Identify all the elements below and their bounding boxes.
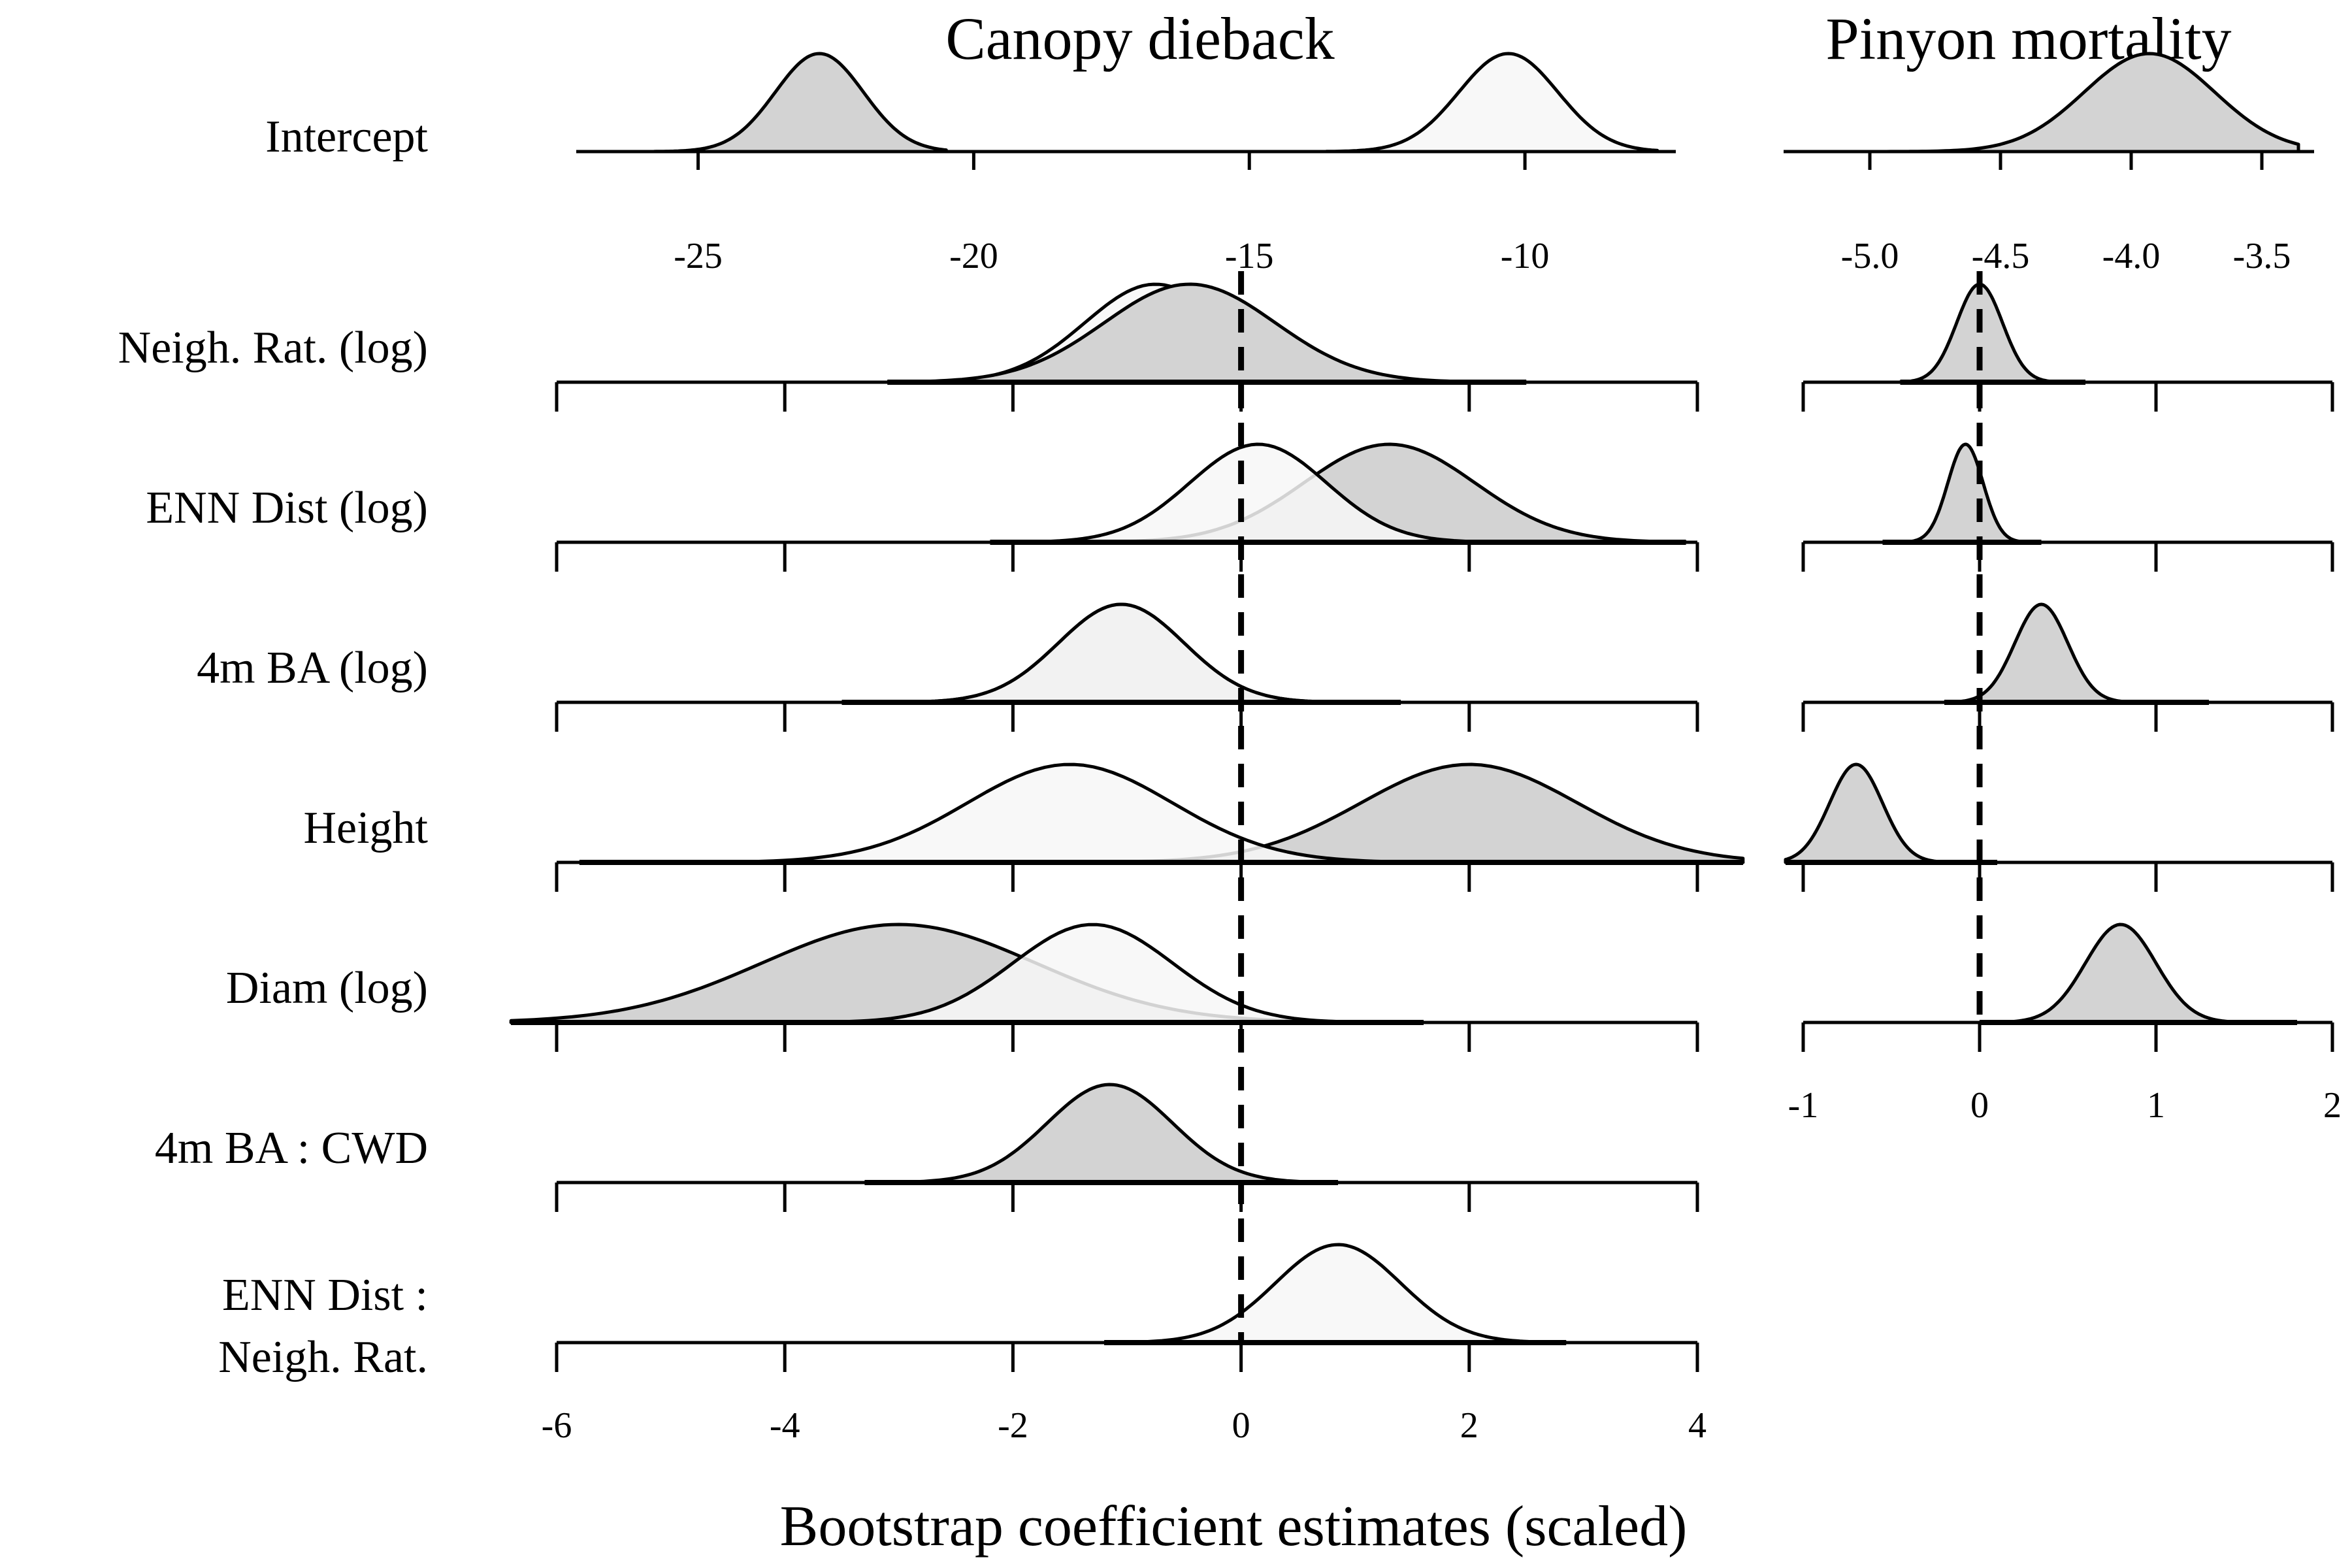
canopy-dieback-coef-tick-label-0: -6 [542,1405,572,1446]
canopy-dieback-coef-tick-label-3: 0 [1232,1405,1250,1446]
pinyon-mortality-intercept-tick-label-3: -3.5 [2233,236,2291,276]
pinyon-mortality-row-1-density-0 [1899,282,2087,384]
row-label-6: 4m BA : CWD [155,1123,428,1173]
pinyon-mortality-coef-tick-label-1: 0 [1970,1085,1989,1126]
canopy-dieback-row-0-density-1 [1324,52,1659,154]
pinyon-mortality-row-4-density-0 [1784,762,1999,864]
canopy-dieback-intercept-tick-label-1: -20 [949,236,998,276]
row-label-2: ENN Dist (log) [146,483,428,533]
pinyon-mortality-row-5-density-0 [1978,923,2299,1024]
row-label-7-line-2: Neigh. Rat. [218,1332,428,1382]
panel-title-canopy-dieback: Canopy dieback [945,5,1334,72]
canopy-dieback-coef-tick-label-5: 4 [1688,1405,1707,1446]
pinyon-mortality-row-3-density-0 [1942,602,2211,704]
row-label-1: Neigh. Rat. (log) [118,323,428,373]
canopy-dieback-coef-tick-label-4: 2 [1460,1405,1478,1446]
row-label-7-line-1: ENN Dist : [222,1270,428,1320]
canopy-dieback-row-7-density-0 [1102,1243,1568,1345]
row-label-3: 4m BA (log) [197,643,428,693]
canopy-dieback-coef-tick-label-1: -4 [770,1405,800,1446]
pinyon-mortality-intercept-tick-label-0: -5.0 [1841,236,1899,276]
pinyon-mortality-intercept-tick-label-1: -4.5 [1972,236,2030,276]
canopy-dieback-coef-tick-label-2: -2 [998,1405,1028,1446]
x-axis-label: Bootstrap coefficient estimates (scaled) [780,1495,1688,1558]
canopy-dieback-intercept-tick-label-2: -15 [1225,236,1274,276]
pinyon-mortality-coef-tick-label-3: 2 [2323,1085,2342,1126]
pinyon-mortality-intercept-tick-label-2: -4.0 [2102,236,2161,276]
canopy-dieback-intercept-tick-label-0: -25 [674,236,723,276]
canopy-dieback-intercept-tick-label-3: -10 [1501,236,1550,276]
canopy-dieback-row-6-density-0 [862,1083,1340,1184]
pinyon-mortality-coef-tick-label-0: -1 [1788,1085,1819,1126]
canopy-dieback-row-0-density-0 [652,52,948,154]
pinyon-mortality-coef-tick-label-2: 1 [2147,1085,2165,1126]
canopy-dieback-row-1-density-1 [885,282,1528,384]
canopy-dieback-row-3-density-1 [840,602,1403,704]
pinyon-mortality-row-2-density-0 [1881,442,2043,544]
row-label-5: Diam (log) [226,963,428,1013]
row-label-0: Intercept [265,112,428,162]
row-label-4: Height [303,803,428,853]
